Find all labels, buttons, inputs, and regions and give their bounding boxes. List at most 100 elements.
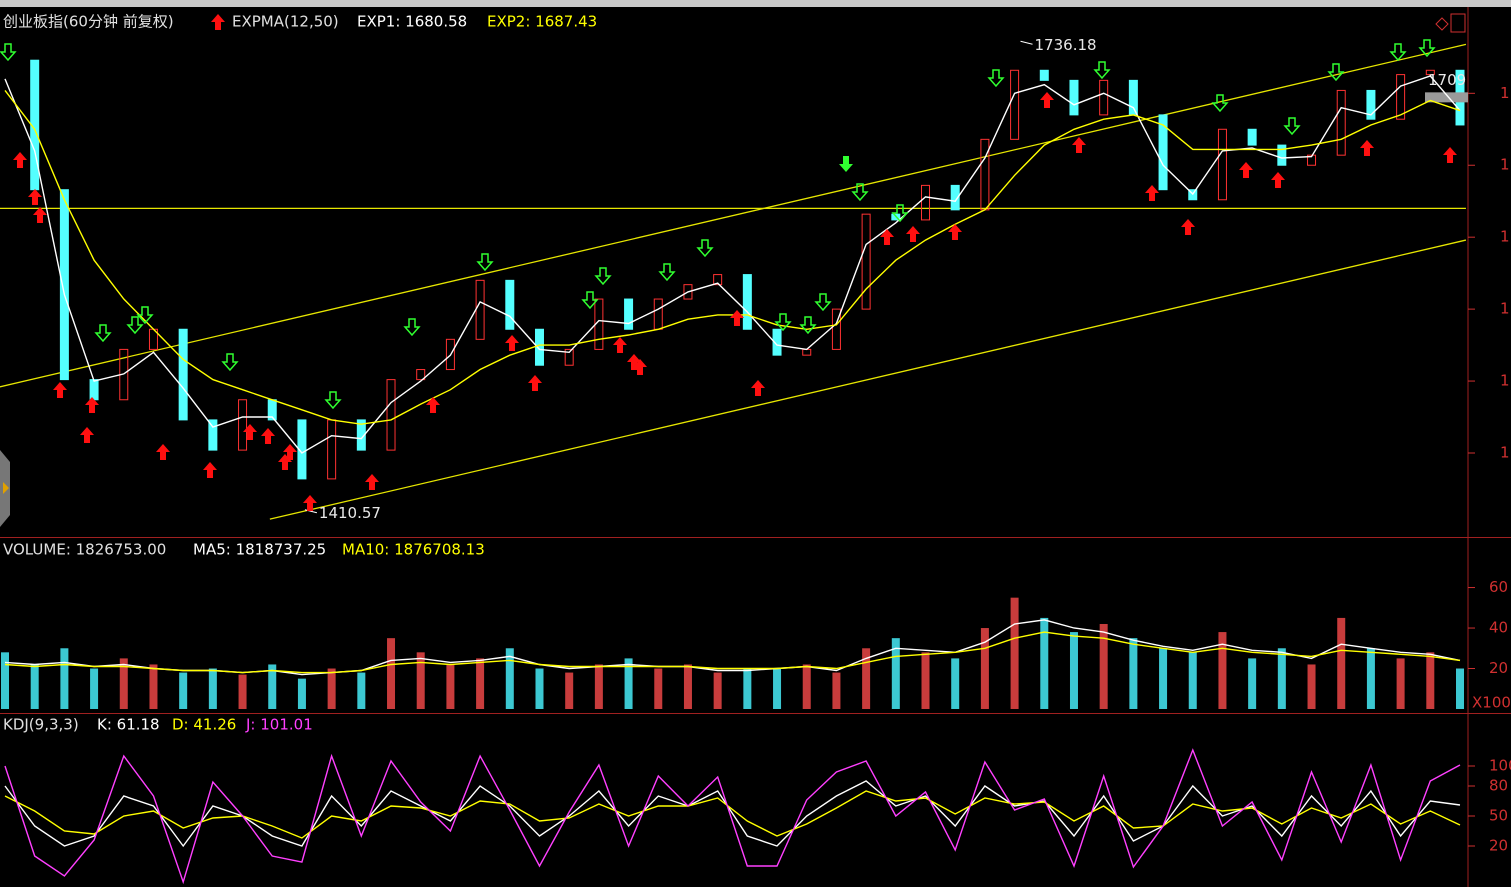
candle-body xyxy=(445,338,455,371)
y-tick-label: 1 xyxy=(1500,84,1510,102)
legend-entry: MA10: 1876708.13 xyxy=(342,541,485,559)
y-tick-label: 60 xyxy=(1489,578,1508,596)
volume-bar xyxy=(565,672,574,709)
y-tick-label: 100 xyxy=(1489,757,1511,775)
volume-bar xyxy=(1129,638,1138,709)
icon-diamond[interactable] xyxy=(1435,17,1449,31)
candle-body xyxy=(1396,74,1406,120)
window-frame xyxy=(0,0,1511,7)
volume-bar xyxy=(238,674,247,709)
volume-bar xyxy=(1396,658,1405,709)
volume-bar xyxy=(1456,668,1464,709)
volume-bar xyxy=(862,648,871,709)
candle-body xyxy=(1247,128,1257,146)
y-tick-label: 1 xyxy=(1500,372,1510,390)
volume-bar xyxy=(446,664,455,709)
candle-body xyxy=(1099,79,1109,116)
last-price-box xyxy=(1425,92,1468,103)
volume-bar xyxy=(1159,648,1168,709)
annotation-leader xyxy=(304,509,318,514)
legend-entry: EXP2: 1687.43 xyxy=(487,13,597,31)
volume-bar xyxy=(713,672,722,709)
volume-bar xyxy=(891,638,900,709)
candle-body xyxy=(534,328,544,366)
series-line xyxy=(4,748,1461,885)
volume-bar xyxy=(535,668,544,709)
candle-body xyxy=(1010,69,1020,140)
candle-body xyxy=(831,308,841,350)
candle-body xyxy=(356,419,366,451)
candle-body xyxy=(1039,69,1049,81)
volume-bar xyxy=(1248,658,1257,709)
candle-body xyxy=(713,274,723,286)
volume-bar xyxy=(1426,652,1435,709)
y-tick-label: 50 xyxy=(1489,807,1508,825)
volume-bar xyxy=(1010,597,1019,709)
candle-body xyxy=(742,274,752,330)
volume-bar xyxy=(416,652,425,709)
volume-bar xyxy=(268,664,277,709)
volume-bar xyxy=(921,652,930,709)
series-line xyxy=(4,631,1461,674)
volume-bar xyxy=(1099,623,1108,709)
candle-body xyxy=(683,284,693,300)
volume-bar xyxy=(208,668,217,709)
legend-entry: K: 61.18 xyxy=(97,716,160,734)
candle-body xyxy=(950,184,960,211)
candle-body xyxy=(772,328,782,356)
volume-bar xyxy=(505,648,514,709)
volume-bar xyxy=(179,672,188,709)
volume-bar xyxy=(387,638,396,709)
volume-bar xyxy=(476,658,485,709)
candle-body xyxy=(416,369,426,381)
candle-body xyxy=(1277,144,1287,166)
volume-bar xyxy=(624,658,633,709)
volume-bar xyxy=(980,628,989,709)
panel-title: VOLUME: 1826753.00 xyxy=(3,541,166,559)
candle-body xyxy=(238,399,248,451)
volume-bar xyxy=(1277,648,1286,709)
series-line xyxy=(4,780,1461,848)
candle-body xyxy=(1366,89,1376,120)
volume-bar xyxy=(1307,664,1316,709)
legend-entry: EXP1: 1680.58 xyxy=(357,13,467,31)
candle-body xyxy=(1307,154,1317,166)
volume-bar xyxy=(1366,648,1375,709)
icon-window[interactable] xyxy=(1450,13,1466,33)
candle-body xyxy=(505,279,515,330)
annotation: 1736.18 xyxy=(1035,36,1097,54)
volume-bar xyxy=(60,648,69,709)
legend-entry: D: 41.26 xyxy=(172,716,236,734)
y-tick-label: 1 xyxy=(1500,228,1510,246)
legend-entry: J: 101.01 xyxy=(245,716,313,734)
volume-bar xyxy=(1337,617,1346,709)
series-line xyxy=(4,790,1461,839)
candle-body xyxy=(1128,79,1138,116)
y-tick-label: 1 xyxy=(1500,443,1510,461)
volume-bar xyxy=(951,658,960,709)
volume-bar xyxy=(1040,617,1049,709)
volume-bar xyxy=(654,668,663,709)
candle-body xyxy=(386,379,396,451)
volume-bar xyxy=(773,668,782,709)
candle-body xyxy=(1425,69,1435,76)
volume-bar xyxy=(327,668,336,709)
panel-title: 创业板指(60分钟 前复权) xyxy=(3,13,174,31)
y-tick-label: 20 xyxy=(1489,837,1508,855)
volume-bar xyxy=(743,668,752,709)
volume-bar xyxy=(119,658,128,709)
candle-body xyxy=(59,189,69,381)
volume-bar xyxy=(1218,632,1227,709)
volume-bar xyxy=(1188,652,1197,709)
volume-bar xyxy=(683,664,692,709)
candle-body xyxy=(1069,79,1079,116)
y-tick-label: 80 xyxy=(1489,777,1508,795)
volume-bar xyxy=(357,672,366,709)
y-tick-label: 1 xyxy=(1500,156,1510,174)
volume-bar xyxy=(1,652,9,709)
volume-bar xyxy=(149,664,158,709)
trend-line xyxy=(269,239,1467,520)
side-tab-arrow xyxy=(3,482,9,494)
